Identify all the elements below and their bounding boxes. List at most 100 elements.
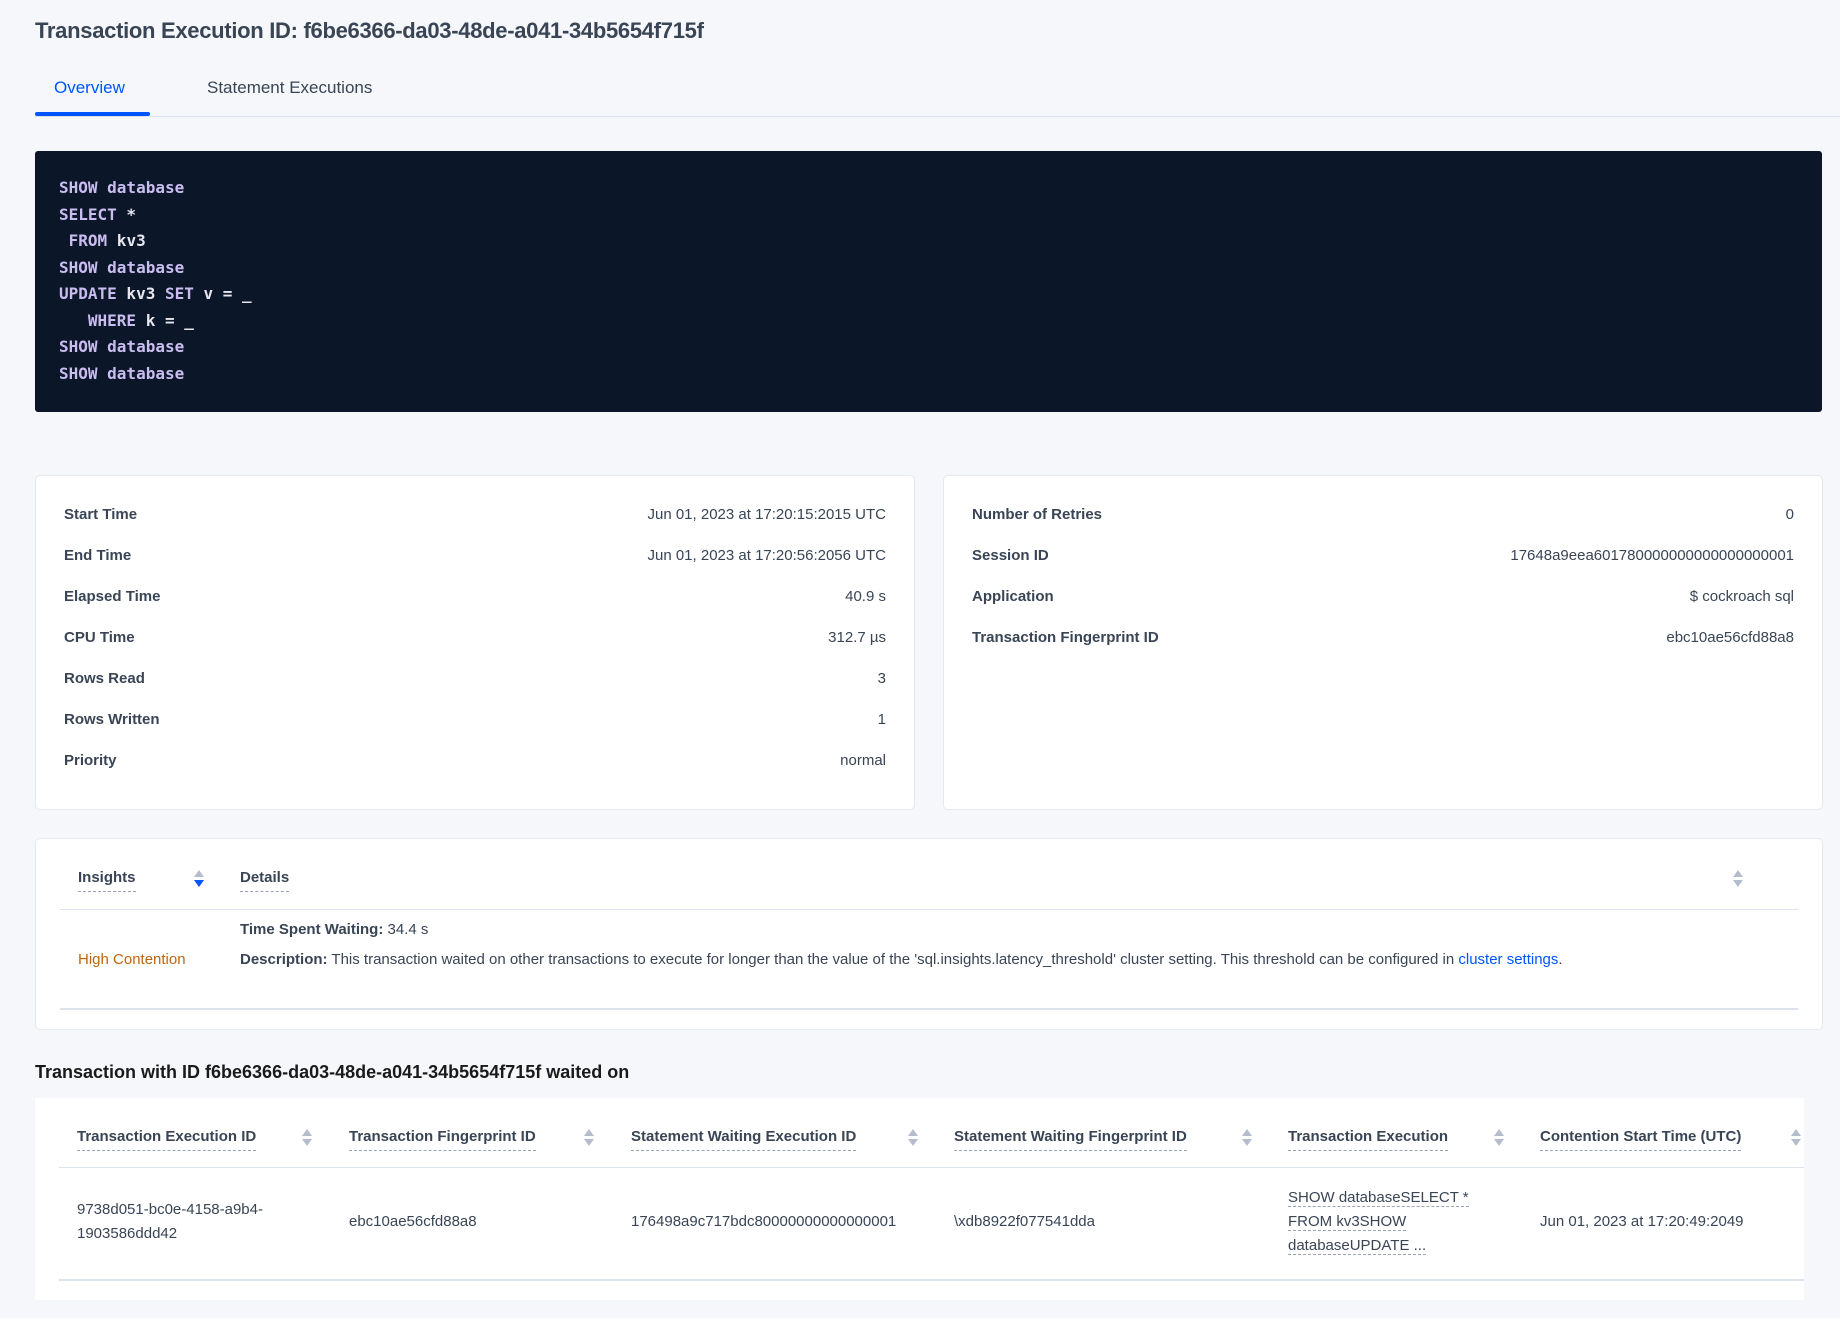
detail-label: Transaction Fingerprint ID	[972, 629, 1159, 646]
sql-keyword: SELECT	[59, 204, 117, 224]
cell-transaction-execution-id: 9738d051-bc0e-4158-a9b4-1903586ddd42	[77, 1201, 263, 1242]
tab-bar: Overview Statement Executions	[35, 70, 1840, 117]
code-line: SHOW database	[59, 255, 1798, 282]
description-end: .	[1558, 951, 1563, 968]
detail-row: End Time Jun 01, 2023 at 17:20:56:2056 UT…	[64, 547, 886, 571]
detail-value: 17648a9eea601780000000000000000001	[1510, 547, 1794, 564]
cluster-settings-link[interactable]: cluster settings	[1458, 951, 1559, 968]
code-line: UPDATE kv3 SET v = _	[59, 281, 1798, 308]
active-tab-indicator	[35, 112, 150, 116]
fingerprint-link[interactable]: ebc10ae56cfd88a8	[1666, 629, 1794, 646]
insights-card: Insights Details High Contention Time Sp…	[35, 838, 1823, 1030]
txn-exec-line: FROM kv3SHOW	[1288, 1213, 1407, 1231]
sql-token: kv3	[107, 231, 146, 250]
detail-value: normal	[840, 752, 886, 769]
sql-keyword: UPDATE	[59, 284, 117, 303]
cell-contention-start-time: Jun 01, 2023 at 17:20:49:2049	[1540, 1213, 1744, 1230]
detail-label: CPU Time	[64, 629, 135, 646]
details-card-left: Start Time Jun 01, 2023 at 17:20:15:2015 …	[35, 475, 915, 810]
time-spent-waiting: Time Spent Waiting: 34.4 s	[240, 918, 428, 942]
detail-row: Start Time Jun 01, 2023 at 17:20:15:2015 …	[64, 506, 886, 530]
sort-icon[interactable]	[908, 1129, 918, 1147]
detail-value: $ cockroach sql	[1689, 588, 1794, 605]
description-label: Description:	[240, 951, 328, 968]
detail-row: Session ID 17648a9eea60178000000000000000…	[972, 547, 1794, 571]
code-line: WHERE k = _	[59, 308, 1798, 335]
sql-keyword: WHERE	[59, 310, 137, 330]
sort-icon[interactable]	[1242, 1129, 1252, 1147]
sql-keyword: SHOW database	[59, 337, 185, 356]
detail-value: 3	[877, 670, 886, 687]
page-title: Transaction Execution ID: f6be6366-da03-…	[35, 18, 704, 43]
detail-label: Number of Retries	[972, 506, 1103, 523]
detail-label: End Time	[64, 547, 132, 564]
column-header-statement-waiting-execution-id[interactable]: Statement Waiting Execution ID	[631, 1128, 857, 1151]
detail-label: Start Time	[64, 506, 138, 523]
sql-token: v = _	[193, 284, 252, 303]
sql-keyword: SHOW database	[59, 257, 185, 277]
sql-token: kv3	[116, 284, 165, 303]
insight-type: High Contention	[78, 951, 186, 968]
code-line: FROM kv3	[59, 228, 1798, 255]
detail-label: Priority	[64, 752, 117, 769]
detail-label: Application	[972, 588, 1054, 605]
detail-label: Session ID	[972, 547, 1049, 564]
column-header-transaction-execution-id[interactable]: Transaction Execution ID	[77, 1128, 257, 1151]
sort-icon[interactable]	[302, 1129, 312, 1147]
detail-row: Priority normal	[64, 752, 886, 776]
txn-exec-line: SHOW databaseSELECT *	[1288, 1189, 1469, 1207]
sort-icon[interactable]	[584, 1129, 594, 1147]
code-line: SHOW database	[59, 361, 1798, 388]
detail-value: Jun 01, 2023 at 17:20:15:2015 UTC	[647, 506, 886, 523]
cell-statement-waiting-execution-id: 176498a9c717bdc80000000000000001	[631, 1213, 897, 1230]
column-header-transaction-fingerprint-id[interactable]: Transaction Fingerprint ID	[349, 1128, 536, 1151]
sql-token: *	[116, 204, 137, 224]
sql-keyword: FROM	[59, 231, 108, 250]
detail-label: Rows Read	[64, 670, 145, 687]
tab-statement-executions[interactable]: Statement Executions	[207, 78, 373, 97]
sort-icon[interactable]	[1791, 1129, 1801, 1147]
detail-row: Application $ cockroach sql	[972, 588, 1794, 612]
detail-row: Rows Written 1	[64, 711, 886, 735]
sort-icon[interactable]	[1733, 870, 1743, 888]
detail-label: Elapsed Time	[64, 588, 161, 605]
txn-exec-line: databaseUPDATE ...	[1288, 1237, 1427, 1255]
tab-overview[interactable]: Overview	[54, 78, 125, 97]
code-line: SHOW database	[59, 175, 1798, 202]
sql-keyword: SHOW database	[59, 363, 185, 383]
detail-label: Rows Written	[64, 711, 160, 728]
time-value: 34.4 s	[383, 921, 429, 938]
detail-value: 40.9 s	[845, 588, 886, 605]
detail-value: 312.7 µs	[828, 629, 886, 646]
detail-row: Elapsed Time 40.9 s	[64, 588, 886, 612]
column-header-insights[interactable]: Insights	[78, 869, 136, 892]
column-header-statement-waiting-fingerprint-id[interactable]: Statement Waiting Fingerprint ID	[954, 1128, 1187, 1151]
description-text: This transaction waited on other transac…	[327, 951, 1459, 968]
detail-row: Transaction Fingerprint ID ebc10ae56cfd88…	[972, 629, 1794, 653]
code-line: SHOW database	[59, 334, 1798, 361]
detail-value: Jun 01, 2023 at 17:20:56:2056 UTC	[647, 547, 886, 564]
waited-on-title: Transaction with ID f6be6366-da03-48de-a…	[35, 1062, 630, 1082]
detail-row: CPU Time 312.7 µs	[64, 629, 886, 653]
column-header-details[interactable]: Details	[240, 869, 290, 892]
sort-icon[interactable]	[1494, 1129, 1504, 1147]
detail-value: 0	[1785, 506, 1794, 523]
sql-token: k = _	[136, 310, 194, 330]
time-label: Time Spent Waiting:	[240, 921, 384, 938]
column-header-contention-start-time[interactable]: Contention Start Time (UTC)	[1540, 1128, 1742, 1151]
sql-keyword: SHOW database	[59, 178, 185, 197]
cell-statement-waiting-fingerprint-id: \xdb8922f077541dda	[954, 1213, 1095, 1230]
insight-description: Description: This transaction waited on …	[240, 948, 1563, 972]
details-card-right: Number of Retries 0 Session ID 17648a9eea60…	[943, 475, 1823, 810]
detail-value: 1	[877, 711, 886, 728]
waited-on-table: Transaction Execution ID Transaction Fin…	[35, 1098, 1804, 1300]
code-line: SELECT *	[59, 202, 1798, 229]
sort-icon[interactable]	[194, 870, 204, 888]
sql-keyword: SET	[164, 284, 194, 303]
detail-row: Rows Read 3	[64, 670, 886, 694]
cell-transaction-fingerprint-id: ebc10ae56cfd88a8	[349, 1213, 477, 1230]
cell-transaction-execution[interactable]: SHOW databaseSELECT * FROM kv3SHOW datab…	[1288, 1186, 1469, 1258]
column-header-transaction-execution[interactable]: Transaction Execution	[1288, 1128, 1449, 1151]
sql-code-block: SHOW database SELECT * FROM kv3 SHOW datab…	[35, 151, 1822, 412]
detail-row: Number of Retries 0	[972, 506, 1794, 530]
